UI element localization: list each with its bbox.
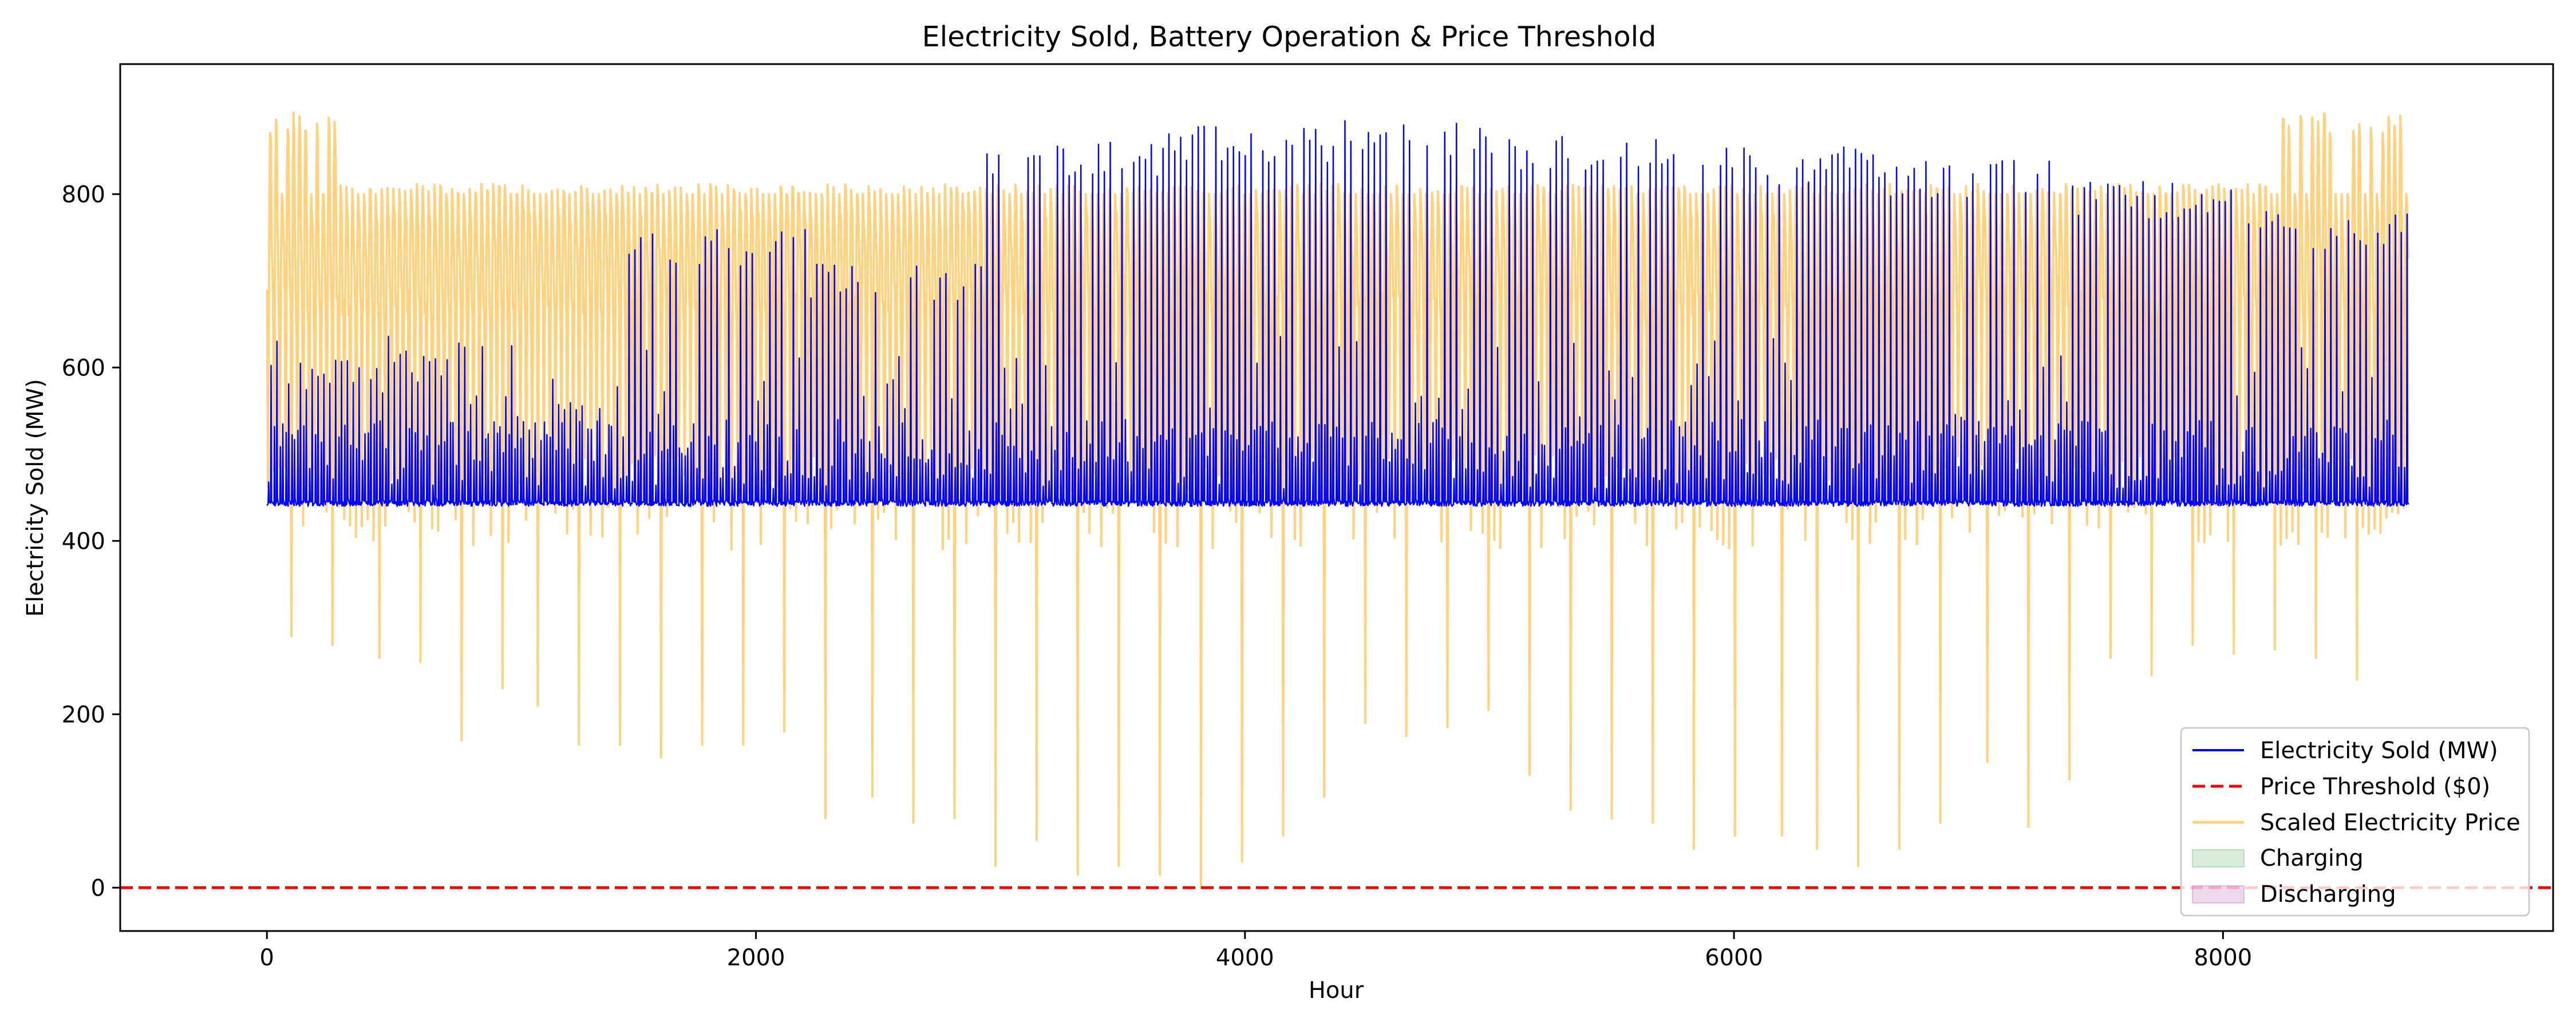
y-axis-label: Electricity Sold (MW) bbox=[22, 379, 49, 617]
legend-label-electricity-sold: Electricity Sold (MW) bbox=[2260, 738, 2498, 764]
legend-label-discharging: Discharging bbox=[2260, 881, 2396, 908]
y-tick-label: 400 bbox=[62, 528, 105, 554]
x-tick-label: 4000 bbox=[1216, 945, 1274, 971]
y-tick-label: 800 bbox=[62, 181, 105, 208]
electricity-sold-line bbox=[266, 120, 2409, 507]
x-axis-ticks: 0 2000 4000 6000 8000 bbox=[260, 931, 2252, 971]
x-tick-label: 8000 bbox=[2194, 945, 2252, 971]
x-tick-label: 6000 bbox=[1705, 945, 1763, 971]
legend-swatch-discharging bbox=[2192, 885, 2245, 904]
y-tick-label: 200 bbox=[62, 702, 105, 728]
y-tick-label: 0 bbox=[91, 875, 105, 901]
x-tick-label: 2000 bbox=[727, 945, 785, 971]
legend-label-price-threshold: Price Threshold ($0) bbox=[2260, 774, 2490, 800]
axes-frame bbox=[119, 63, 2554, 932]
x-axis-label: Hour bbox=[1309, 977, 1364, 1004]
chart-title: Electricity Sold, Battery Operation & Pr… bbox=[922, 21, 1657, 53]
legend: Electricity Sold (MW) Price Threshold ($… bbox=[2180, 727, 2530, 917]
legend-label-charging: Charging bbox=[2260, 845, 2364, 871]
y-tick-label: 600 bbox=[62, 355, 105, 381]
legend-label-scaled-price: Scaled Electricity Price bbox=[2260, 810, 2520, 836]
legend-box bbox=[2180, 727, 2530, 917]
x-tick-label: 0 bbox=[260, 945, 274, 971]
plot-area bbox=[120, 111, 2553, 889]
legend-swatch-charging bbox=[2192, 849, 2245, 867]
y-axis-ticks: 0 200 400 600 800 bbox=[62, 181, 120, 901]
scaled-price-line bbox=[266, 111, 2410, 889]
